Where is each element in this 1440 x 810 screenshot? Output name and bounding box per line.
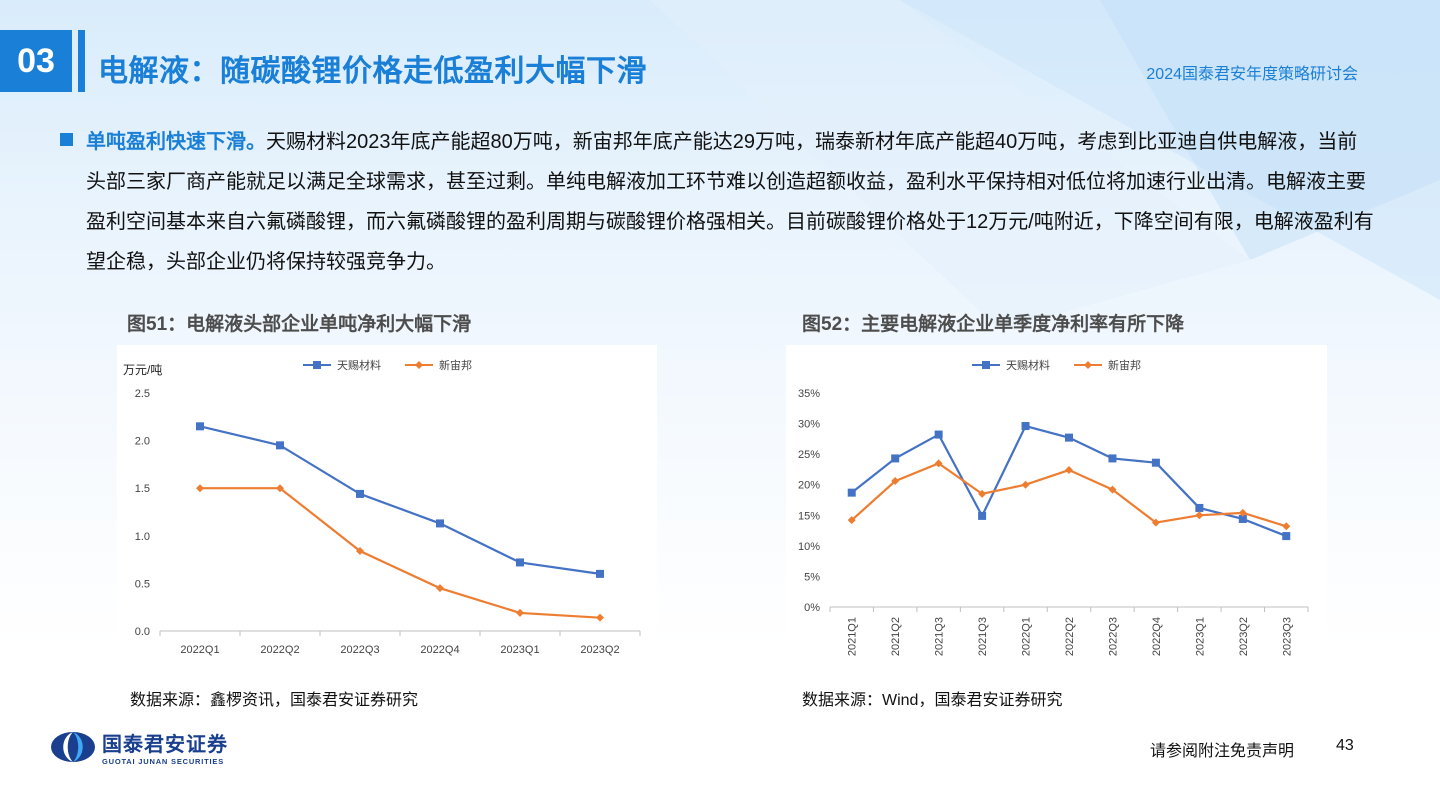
chart-52-x-tick-label: 2022Q1 <box>1021 617 1033 656</box>
chart-52-data-point <box>891 454 900 463</box>
chart-51-y-tick-label: 2.5 <box>135 388 150 400</box>
chart-51-data-point <box>356 547 364 556</box>
chart-52-data-point <box>978 511 987 520</box>
figure-52-source: 数据来源：Wind，国泰君安证券研究 <box>802 692 1063 709</box>
chart-51-series-line <box>199 425 601 575</box>
chart-52-data-point <box>891 477 900 486</box>
chart-52-data-point <box>1238 514 1247 523</box>
chart-51-data-point <box>196 422 204 431</box>
chart-52-x-tick-label: 2021Q3 <box>977 617 989 656</box>
chart-52-y-tick-label: 10% <box>798 541 820 553</box>
chart-51-y-tick-label: 1.5 <box>135 483 150 495</box>
chart-51-legend-marker <box>415 361 423 369</box>
chart-52-data-point <box>934 430 943 439</box>
chart-52-x-tick-label: 2021Q1 <box>847 617 859 656</box>
chart-52-data-point <box>1065 466 1073 475</box>
chart-52-data-point <box>1021 422 1030 431</box>
chart-52-x-tick-label: 2021Q3 <box>934 617 946 656</box>
chart-51-data-point <box>276 484 284 493</box>
chart-52-x-tick-label: 2023Q3 <box>1281 617 1293 656</box>
chart-52-x-tick-label: 2021Q2 <box>890 617 902 656</box>
chart-51-data-point <box>196 484 204 493</box>
paragraph-text: 天赐材料2023年底产能超80万吨，新宙邦年底产能达29万吨，瑞泰新材年底产能超… <box>86 131 1374 273</box>
figure-52-title: 图52：主要电解液企业单季度净利率有所下降 <box>802 314 1185 335</box>
chart-52-data-point <box>1151 458 1160 467</box>
chart-51-x-tick-label: 2022Q1 <box>180 644 219 656</box>
company-logo: 国泰君安证券 GUOTAI JUNAN SECURITIES <box>50 728 228 766</box>
chart-51-legend-marker <box>313 361 321 369</box>
chart-51-data-point <box>596 613 604 622</box>
chart-52-container: 0% 5% 10% 15% 20% 25% 30% 35% 2021Q1 2021Q2 2021Q3… <box>786 345 1327 663</box>
chart-52-legend-label: 天赐材料 <box>1006 358 1050 372</box>
title-accent-bar <box>78 30 85 92</box>
chart-52-x-tick-label: 2022Q2 <box>1064 617 1076 656</box>
chart-52-y-tick-label: 20% <box>798 480 820 492</box>
chart-52-legend-label: 新宙邦 <box>1108 358 1141 372</box>
chart-52-x-tick-label: 2023Q2 <box>1238 617 1250 656</box>
chart-51-data-point <box>436 519 444 528</box>
figure-51-source: 数据来源：鑫椤资讯，国泰君安证券研究 <box>130 692 419 709</box>
chart-52: 0% 5% 10% 15% 20% 25% 30% 35% 2021Q1 2021Q2 2021Q3… <box>798 358 1309 656</box>
body-paragraph: 单吨盈利快速下滑。天赐材料2023年底产能超80万吨，新宙邦年底产能达29万吨，… <box>86 122 1376 282</box>
chart-52-x-tick-label: 2022Q3 <box>1107 617 1119 656</box>
chart-52-legend-marker <box>1084 361 1092 369</box>
chart-52-data-point <box>1108 454 1117 463</box>
chart-52-data-point <box>1108 485 1117 494</box>
chart-52-y-tick-label: 35% <box>798 388 820 400</box>
chart-51-legend-label: 天赐材料 <box>337 358 381 372</box>
chart-51-y-tick-label: 1.0 <box>135 531 150 543</box>
chart-51-x-tick-label: 2022Q2 <box>260 644 299 656</box>
chart-52-y-tick-label: 15% <box>798 510 820 522</box>
chart-52-y-tick-label: 30% <box>798 419 820 431</box>
chart-52-data-point <box>1021 480 1030 489</box>
bullet-square-icon <box>60 133 73 146</box>
chart-52-y-tick-label: 25% <box>798 449 820 461</box>
disclaimer-link[interactable]: 请参阅附注免责声明 <box>1150 743 1295 760</box>
chart-51-x-tick-label: 2022Q3 <box>340 644 379 656</box>
chart-51-container: 万元/吨 0.0 0.5 1.0 1.5 2.0 2.5 2022Q1 2022Q2 2022Q3… <box>117 345 657 663</box>
chart-52-y-tick-label: 0% <box>804 602 820 614</box>
event-name: 2024国泰君安年度策略研讨会 <box>1146 66 1358 83</box>
paragraph-lead: 单吨盈利快速下滑。 <box>86 131 266 153</box>
page-title: 电解液：随碳酸锂价格走低盈利大幅下滑 <box>98 55 647 88</box>
logo-text: 国泰君安证券 <box>102 734 228 756</box>
chart-51-legend-label: 新宙邦 <box>439 358 472 372</box>
chart-51-data-point <box>516 608 524 617</box>
chart-51-data-point <box>516 558 524 567</box>
chart-52-data-point <box>1195 511 1204 520</box>
chart-52-y-tick-label: 5% <box>804 571 820 583</box>
chart-51-x-tick-label: 2023Q1 <box>500 644 539 656</box>
chart-52-data-point <box>1282 522 1291 531</box>
chart-52-series-line <box>851 424 1287 538</box>
logo-emblem-icon <box>51 732 95 762</box>
chart-52-data-point <box>1065 433 1073 442</box>
chart-51-y-tick-label: 0.5 <box>135 578 150 590</box>
chart-51-data-point <box>276 441 284 450</box>
section-number-badge: 03 <box>0 30 72 92</box>
chart-52-data-point <box>847 488 856 497</box>
chart-52-legend-marker <box>982 361 990 369</box>
chart-51-x-tick-label: 2022Q4 <box>420 644 459 656</box>
chart-52-data-point <box>978 489 987 498</box>
chart-52-data-point <box>1282 532 1291 541</box>
chart-52-data-point <box>1151 518 1160 527</box>
chart-51-data-point <box>356 489 364 498</box>
figure-51-title: 图51：电解液头部企业单吨净利大幅下滑 <box>127 314 472 335</box>
chart-51: 万元/吨 0.0 0.5 1.0 1.5 2.0 2.5 2022Q1 2022Q2 2022Q3… <box>123 358 641 656</box>
chart-51-series-line <box>200 487 601 619</box>
chart-51-y-tick-label: 2.0 <box>135 436 150 448</box>
chart-51-y-axis-label: 万元/吨 <box>123 363 162 377</box>
chart-51-y-tick-label: 0.0 <box>135 626 150 638</box>
chart-51-data-point <box>596 569 604 578</box>
chart-52-data-point <box>1238 508 1247 517</box>
chart-52-data-point <box>847 516 856 525</box>
chart-52-data-point <box>1195 503 1204 512</box>
chart-52-x-tick-label: 2023Q1 <box>1194 617 1206 656</box>
chart-52-data-point <box>934 459 943 468</box>
page-number: 43 <box>1336 737 1354 754</box>
chart-51-data-point <box>436 584 444 593</box>
chart-51-x-tick-label: 2023Q2 <box>580 644 619 656</box>
chart-52-x-tick-label: 2022Q4 <box>1151 617 1163 656</box>
logo-subtext: GUOTAI JUNAN SECURITIES <box>102 757 225 766</box>
